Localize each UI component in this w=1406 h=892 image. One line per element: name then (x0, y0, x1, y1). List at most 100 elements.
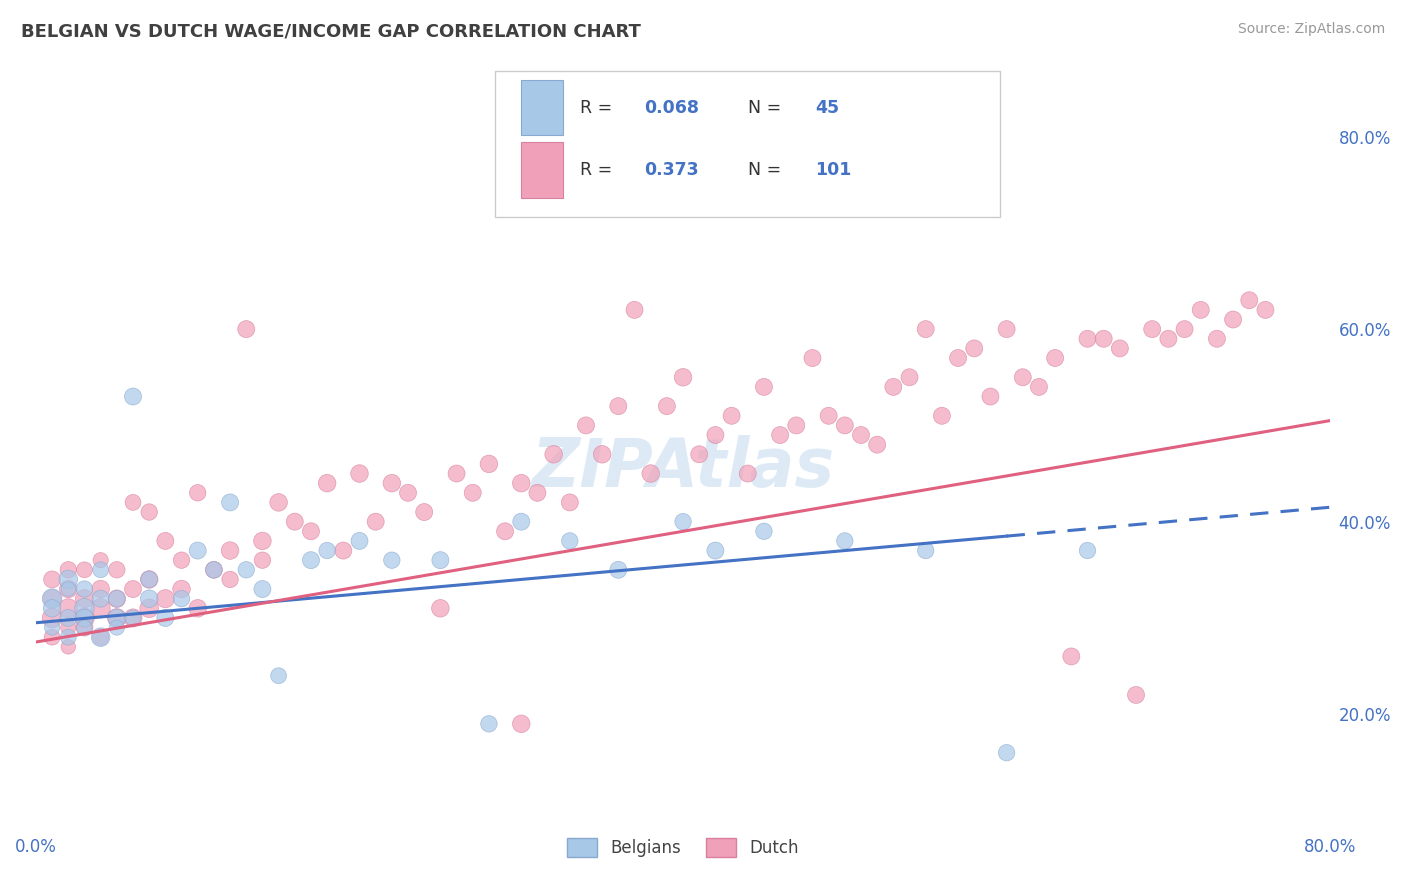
Point (866, 437, 889, 451)
Text: N =: N = (748, 161, 786, 179)
Point (769, 428, 792, 442)
Point (105, 611, 128, 625)
Point (122, 611, 145, 625)
Point (413, 505, 436, 519)
Point (785, 418, 807, 433)
Point (73, 601, 96, 615)
Text: 45: 45 (815, 99, 839, 117)
Point (155, 611, 177, 625)
Point (235, 322, 257, 336)
Point (1206, 332, 1229, 346)
Point (58, 601, 80, 615)
Point (801, 351, 824, 365)
Point (235, 563, 257, 577)
Point (672, 370, 695, 384)
Text: 101: 101 (815, 161, 852, 179)
Point (90, 553, 112, 567)
Point (187, 601, 209, 615)
Point (834, 418, 856, 433)
Point (461, 485, 484, 500)
Point (591, 447, 613, 461)
Point (623, 302, 645, 317)
Point (170, 553, 193, 567)
Point (138, 505, 160, 519)
Point (510, 716, 533, 731)
Point (1222, 312, 1244, 326)
Point (41, 591, 63, 606)
Point (1140, 322, 1163, 336)
Point (1060, 649, 1083, 664)
Text: 0.068: 0.068 (644, 99, 699, 117)
Point (73, 591, 96, 606)
Point (58, 621, 80, 635)
Point (510, 515, 533, 529)
Point (138, 601, 160, 615)
Text: Source: ZipAtlas.com: Source: ZipAtlas.com (1237, 22, 1385, 37)
Point (446, 467, 468, 481)
Point (90, 591, 112, 606)
Point (73, 611, 96, 625)
Point (396, 485, 419, 500)
FancyBboxPatch shape (522, 80, 562, 136)
Point (349, 533, 371, 548)
Point (202, 563, 225, 577)
Point (558, 495, 581, 509)
FancyBboxPatch shape (522, 143, 562, 198)
Point (543, 447, 565, 461)
Point (655, 399, 678, 413)
Point (429, 601, 451, 615)
Point (381, 553, 404, 567)
Point (510, 476, 533, 491)
Point (170, 591, 193, 606)
Point (267, 669, 290, 683)
Point (90, 601, 112, 615)
Point (90, 630, 112, 644)
Point (672, 515, 695, 529)
Point (688, 447, 710, 461)
Point (478, 716, 501, 731)
Point (138, 573, 160, 587)
Text: BELGIAN VS DUTCH WAGE/INCOME GAP CORRELATION CHART: BELGIAN VS DUTCH WAGE/INCOME GAP CORRELA… (21, 22, 641, 40)
Point (58, 582, 80, 596)
Point (105, 621, 128, 635)
Point (1254, 302, 1277, 317)
Point (720, 409, 742, 423)
Point (170, 582, 193, 596)
Point (1108, 342, 1130, 356)
Point (704, 543, 727, 558)
Point (122, 611, 145, 625)
Point (607, 399, 630, 413)
Point (58, 582, 80, 596)
Point (963, 342, 986, 356)
Point (219, 573, 242, 587)
Point (494, 524, 516, 539)
Text: ZIPAtlas: ZIPAtlas (531, 434, 835, 500)
Point (105, 591, 128, 606)
Point (640, 467, 662, 481)
Point (252, 553, 274, 567)
Point (316, 476, 339, 491)
Point (267, 495, 290, 509)
Point (155, 591, 177, 606)
Point (58, 573, 80, 587)
Point (41, 591, 63, 606)
Point (946, 351, 969, 365)
Point (1043, 351, 1066, 365)
Point (73, 611, 96, 625)
Point (1189, 302, 1212, 317)
Point (41, 621, 63, 635)
Point (607, 563, 630, 577)
Point (58, 563, 80, 577)
Text: R =: R = (579, 161, 617, 179)
Point (1239, 293, 1261, 308)
Point (1157, 332, 1180, 346)
Point (58, 640, 80, 654)
Point (575, 418, 598, 433)
Point (90, 582, 112, 596)
Point (979, 390, 1001, 404)
Point (187, 543, 209, 558)
Point (1174, 322, 1197, 336)
Point (41, 630, 63, 644)
Point (105, 563, 128, 577)
Point (219, 495, 242, 509)
